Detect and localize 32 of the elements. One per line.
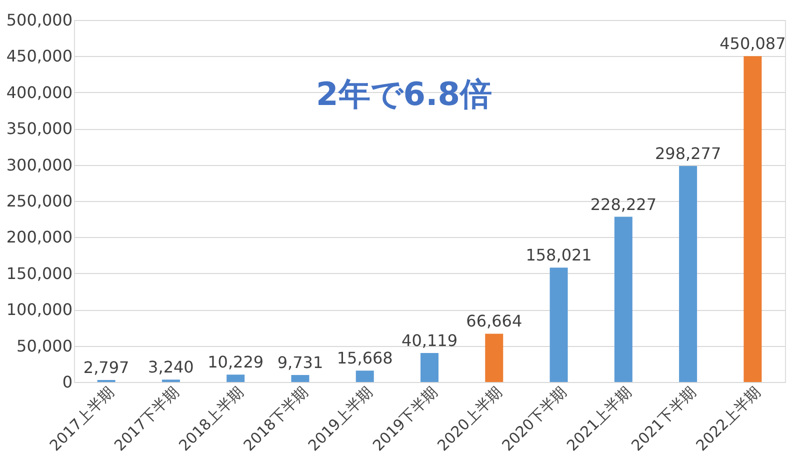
annotation: 2年で6.8倍 <box>316 75 492 113</box>
y-tick-label: 150,000 <box>6 264 72 283</box>
y-tick-label: 350,000 <box>6 119 72 138</box>
bar <box>679 166 698 382</box>
data-label: 3,240 <box>148 358 194 377</box>
data-label: 228,227 <box>590 194 656 214</box>
y-tick-label: 100,000 <box>6 300 72 320</box>
data-label: 450,087 <box>720 34 786 54</box>
data-label: 9,731 <box>277 352 324 372</box>
y-tick-label: 300,000 <box>6 155 72 174</box>
bar <box>420 352 438 382</box>
y-tick-label: 400,000 <box>6 82 72 102</box>
y-tick-label: 500,000 <box>6 10 72 30</box>
data-label: 40,119 <box>402 330 458 350</box>
bar <box>550 268 568 382</box>
bar <box>485 334 504 382</box>
data-label: 66,664 <box>466 312 522 331</box>
y-tick-label: 250,000 <box>6 192 72 210</box>
data-label: 158,021 <box>526 246 592 265</box>
bar <box>356 370 374 382</box>
data-label: 10,229 <box>208 352 264 372</box>
bar <box>614 216 632 382</box>
data-label: 298,277 <box>654 144 722 164</box>
data-label: 2,797 <box>83 358 130 377</box>
bar <box>744 56 762 382</box>
bar <box>291 374 310 382</box>
y-tick-label: 200,000 <box>6 228 72 247</box>
y-tick-label: 450,000 <box>6 46 72 66</box>
bar <box>226 374 245 382</box>
data-label: 15,668 <box>336 348 393 368</box>
y-tick-label: 0 <box>62 372 72 392</box>
y-tick-label: 50,000 <box>16 336 72 356</box>
